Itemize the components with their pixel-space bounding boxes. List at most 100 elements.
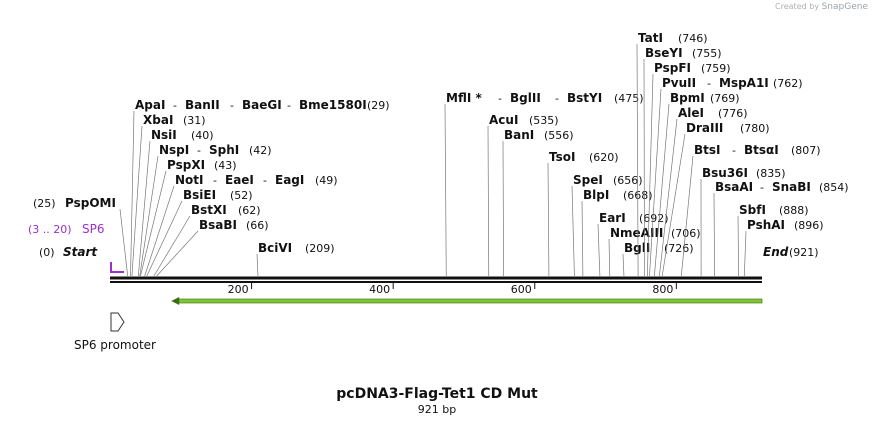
site-position: (746): [678, 32, 708, 45]
enzyme-name[interactable]: BpmI: [670, 91, 705, 105]
site-leader-line: [140, 170, 167, 277]
site-position: (769): [710, 92, 740, 105]
enzyme-name[interactable]: XbaI: [143, 113, 173, 127]
site-position: (43): [214, 159, 237, 172]
site-leader-line: [659, 118, 678, 277]
site-position: (759): [701, 62, 731, 75]
enzyme-name[interactable]: ApaI: [135, 98, 165, 112]
enzyme-name[interactable]: PspFI: [654, 61, 691, 75]
enzyme-name[interactable]: NmeAIII: [610, 226, 663, 240]
enzyme-name[interactable]: MspA1I: [719, 76, 769, 90]
enzyme-separator: -: [555, 92, 559, 105]
enzyme-name[interactable]: EagI: [275, 173, 304, 187]
enzyme-name[interactable]: BsiEI: [183, 188, 216, 202]
site-leader-line: [680, 155, 694, 277]
enzyme-name[interactable]: BsaAI: [715, 180, 753, 194]
sp6-promoter-arrow[interactable]: [110, 312, 125, 332]
site-position: (780): [740, 122, 770, 135]
site-leader-line: [743, 230, 747, 277]
site-leader-line: [661, 133, 686, 277]
enzyme-separator: -: [197, 144, 201, 157]
enzyme-separator: -: [173, 99, 177, 112]
site-leader-line: [547, 162, 550, 277]
site-position: (49): [315, 174, 338, 187]
snapgene-logo: SnapGene: [821, 2, 868, 12]
enzyme-name[interactable]: EarI: [599, 211, 626, 225]
enzyme-name[interactable]: SbfI: [739, 203, 766, 217]
enzyme-name[interactable]: MflI *: [446, 91, 482, 105]
site-leader-line: [713, 192, 715, 277]
enzyme-name[interactable]: NotI: [175, 173, 204, 187]
enzyme-name[interactable]: TsoI: [549, 150, 575, 164]
enzyme-separator: -: [213, 174, 217, 187]
end-label: End: [763, 245, 789, 259]
sp6-primer-mark[interactable]: [110, 262, 124, 273]
site-position: (835): [756, 167, 786, 180]
site-leader-line: [156, 230, 199, 277]
enzyme-name[interactable]: BstXI: [191, 203, 227, 217]
enzyme-name[interactable]: BglII: [510, 91, 541, 105]
map-title: pcDNA3-Flag-Tet1 CD Mut: [336, 386, 538, 402]
orf-bar[interactable]: [176, 298, 763, 304]
enzyme-separator: -: [287, 99, 291, 112]
site-leader-line: [131, 125, 143, 277]
enzyme-name[interactable]: BtsI: [694, 143, 721, 157]
enzyme-name[interactable]: BseYI: [645, 46, 683, 60]
enzyme-name[interactable]: TatI: [638, 31, 663, 45]
site-position: (40): [191, 129, 214, 142]
enzyme-separator: -: [498, 92, 502, 105]
sp6-promoter-label: SP6 promoter: [74, 338, 156, 352]
start-label: Start: [63, 245, 98, 259]
enzyme-name[interactable]: AcuI: [489, 113, 518, 127]
enzyme-name[interactable]: DraIII: [686, 121, 723, 135]
site-leader-line: [622, 253, 625, 277]
enzyme-name[interactable]: Bsu36I: [702, 166, 748, 180]
enzyme-name[interactable]: BaeGI: [242, 98, 282, 112]
site-leader-line: [581, 200, 584, 277]
site-leader-line: [646, 73, 654, 277]
site-leader-line: [597, 223, 601, 277]
enzyme-name[interactable]: BciVI: [258, 241, 292, 255]
sp6-primer-label[interactable]: SP6: [82, 222, 105, 236]
site-leader-line: [654, 103, 670, 277]
enzyme-name[interactable]: SpeI: [573, 173, 603, 187]
enzyme-name[interactable]: NsiI: [151, 128, 177, 142]
site-position: (556): [544, 129, 574, 142]
map-length: 921 bp: [417, 403, 457, 416]
ruler-tick-label: 400: [369, 283, 390, 296]
site-leader-line: [636, 43, 639, 277]
enzyme-name[interactable]: BsaBI: [199, 218, 237, 232]
site-position: (66): [246, 219, 269, 232]
enzyme-name[interactable]: BanI: [504, 128, 534, 142]
site-position: (726): [664, 242, 694, 255]
site-leader-line: [649, 88, 662, 277]
site-leader-line: [444, 103, 447, 277]
enzyme-separator: -: [732, 144, 736, 157]
enzyme-name[interactable]: AleI: [678, 106, 704, 120]
enzyme-name[interactable]: PspOMI: [65, 196, 116, 210]
site-position: (692): [639, 212, 669, 225]
enzyme-name[interactable]: EaeI: [225, 173, 254, 187]
enzyme-name[interactable]: BanII: [185, 98, 220, 112]
enzyme-name[interactable]: BstYI: [567, 91, 602, 105]
site-position: (535): [529, 114, 559, 127]
enzyme-name[interactable]: Bme1580I: [299, 98, 367, 112]
enzyme-name[interactable]: PshAI: [747, 218, 785, 232]
snapgene-credit: Created by SnapGene: [775, 2, 868, 12]
enzyme-name[interactable]: PvuII: [662, 76, 696, 90]
enzyme-name[interactable]: SnaBI: [772, 180, 811, 194]
enzyme-name[interactable]: BglI: [624, 241, 650, 255]
enzyme-name[interactable]: BlpI: [583, 188, 609, 202]
ruler-tick-label: 200: [228, 283, 249, 296]
ruler-tick-label: 600: [511, 283, 532, 296]
enzyme-separator: -: [230, 99, 234, 112]
site-position: (52): [230, 189, 253, 202]
site-position: (31): [183, 114, 206, 127]
enzyme-name[interactable]: BtsαI: [744, 143, 779, 157]
enzyme-name[interactable]: PspXI: [167, 158, 205, 172]
site-leader-line: [119, 208, 129, 277]
site-position: (888): [779, 204, 809, 217]
enzyme-name[interactable]: NspI: [159, 143, 189, 157]
enzyme-name[interactable]: SphI: [209, 143, 239, 157]
